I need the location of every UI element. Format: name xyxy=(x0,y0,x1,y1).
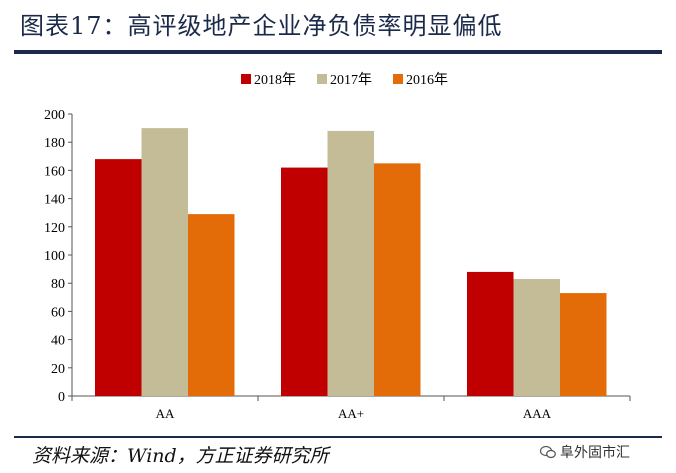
y-tick-label: 160 xyxy=(44,164,65,179)
y-tick-label: 120 xyxy=(44,221,65,236)
legend-swatch xyxy=(241,74,251,84)
footer-rule xyxy=(14,436,662,438)
y-tick-label: 0 xyxy=(58,390,65,405)
y-tick-label: 200 xyxy=(44,108,65,123)
x-tick-label: AA xyxy=(156,406,175,421)
x-tick-label: AA+ xyxy=(338,406,364,421)
bar xyxy=(327,130,374,397)
legend-label: 2018年 xyxy=(254,72,296,88)
bar xyxy=(281,167,328,396)
title-rule xyxy=(14,50,662,54)
watermark: 阜外固市汇 xyxy=(540,442,630,462)
y-axis: 0 20 40 60 80 100 120 140 160 180 200 xyxy=(44,108,73,405)
y-tick-label: 140 xyxy=(44,193,65,208)
bar xyxy=(467,271,514,396)
y-tick-label: 80 xyxy=(51,277,65,292)
bar-chart: 2018年 2017年 2016年 0 20 40 60 80 100 120 140 160 180… xyxy=(44,72,631,421)
watermark-text: 阜外固市汇 xyxy=(560,445,630,461)
wechat-icon xyxy=(540,445,556,459)
chart-legend: 2018年 2017年 2016年 xyxy=(241,72,448,88)
bar xyxy=(513,278,560,396)
bar xyxy=(374,163,421,396)
bar xyxy=(95,159,142,396)
legend-label: 2016年 xyxy=(406,72,448,88)
x-tick-label: AAA xyxy=(523,406,552,421)
source-note: 资料来源：Wind，方正证券研究所 xyxy=(32,445,329,467)
legend-label: 2017年 xyxy=(330,72,372,88)
y-tick-label: 20 xyxy=(51,362,65,377)
x-axis: AA AA+ AAA xyxy=(71,395,631,421)
y-tick-label: 60 xyxy=(51,305,65,320)
bar xyxy=(188,214,235,396)
y-tick-label: 180 xyxy=(44,136,65,151)
legend-swatch xyxy=(393,74,403,84)
bar xyxy=(141,128,188,396)
figure-title: 图表17：高评级地产企业净负债率明显偏低 xyxy=(20,12,503,40)
bar xyxy=(560,293,607,396)
legend-swatch xyxy=(317,74,327,84)
bars xyxy=(95,128,607,397)
y-tick-label: 40 xyxy=(51,334,65,349)
y-tick-label: 100 xyxy=(44,249,65,264)
